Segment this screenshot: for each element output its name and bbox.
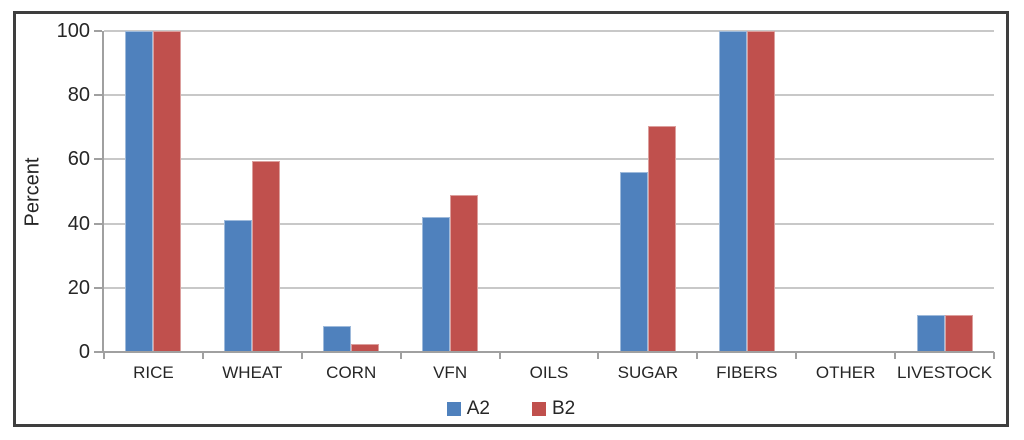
gridline <box>104 222 994 225</box>
y-axis-tick <box>94 30 102 32</box>
y-tick-label: 0 <box>78 341 90 363</box>
x-category-label-wheat: WHEAT <box>222 363 283 382</box>
x-axis-tick <box>399 352 402 359</box>
bar-b2-rice <box>153 31 182 352</box>
y-axis-title: Percent <box>21 157 44 227</box>
bar-a2-wheat <box>224 220 253 352</box>
bar-a2-sugar <box>619 172 648 352</box>
gridline <box>104 286 994 289</box>
legend-entry-b2: B2 <box>532 399 575 419</box>
x-category-label-fibers: FIBERS <box>716 363 778 382</box>
y-tick-label: 40 <box>67 212 90 235</box>
y-axis-tick <box>94 158 102 161</box>
x-axis-tick <box>498 352 501 359</box>
y-tick-label: 60 <box>67 148 90 171</box>
y-axis-line <box>102 31 104 352</box>
legend-entry-a2: A2 <box>446 398 490 419</box>
bar-b2-fibers <box>746 31 775 352</box>
bar-b2-sugar <box>647 125 676 352</box>
x-axis-tick <box>696 352 699 359</box>
x-category-label-livestock: LIVESTOCK <box>896 363 993 382</box>
x-axis-tick <box>597 352 600 359</box>
y-tick-label: 80 <box>67 84 90 107</box>
x-axis-tick <box>993 352 995 359</box>
y-axis-tick <box>94 286 102 289</box>
gridline <box>104 30 994 32</box>
x-category-label-corn: CORN <box>326 363 377 382</box>
gridline <box>104 94 994 97</box>
bar-b2-corn <box>351 343 380 352</box>
y-axis-tick <box>94 222 102 225</box>
bar-a2-vfn <box>422 217 451 352</box>
x-axis-tick <box>894 352 897 359</box>
y-tick-label: 100 <box>56 20 90 42</box>
legend-label-a2: A2 <box>466 398 490 419</box>
x-category-label-oils: OILS <box>529 363 569 382</box>
x-category-label-other: OTHER <box>815 363 876 382</box>
x-axis-tick <box>300 352 303 359</box>
x-category-label-sugar: SUGAR <box>617 363 679 382</box>
bar-b2-vfn <box>450 194 479 352</box>
bar-a2-corn <box>323 326 352 352</box>
x-axis-tick <box>795 352 798 359</box>
x-axis-tick <box>103 352 105 359</box>
y-axis-tick <box>94 351 102 353</box>
bar-a2-livestock <box>916 315 945 352</box>
legend-swatch-a2 <box>446 402 461 416</box>
y-axis-tick <box>94 94 102 97</box>
bar-a2-rice <box>125 31 154 352</box>
x-category-label-rice: RICE <box>133 363 174 382</box>
legend: A2 B2 <box>13 399 1009 419</box>
bar-a2-fibers <box>718 31 747 352</box>
legend-swatch-b2 <box>532 402 546 416</box>
bar-b2-wheat <box>252 161 281 352</box>
gridline <box>104 158 994 161</box>
bar-b2-livestock <box>944 315 973 352</box>
x-category-label-vfn: VFN <box>433 363 468 382</box>
x-axis-line <box>96 351 994 353</box>
x-axis-tick <box>201 352 204 359</box>
legend-label-b2: B2 <box>552 398 576 419</box>
y-tick-label: 20 <box>67 276 90 299</box>
